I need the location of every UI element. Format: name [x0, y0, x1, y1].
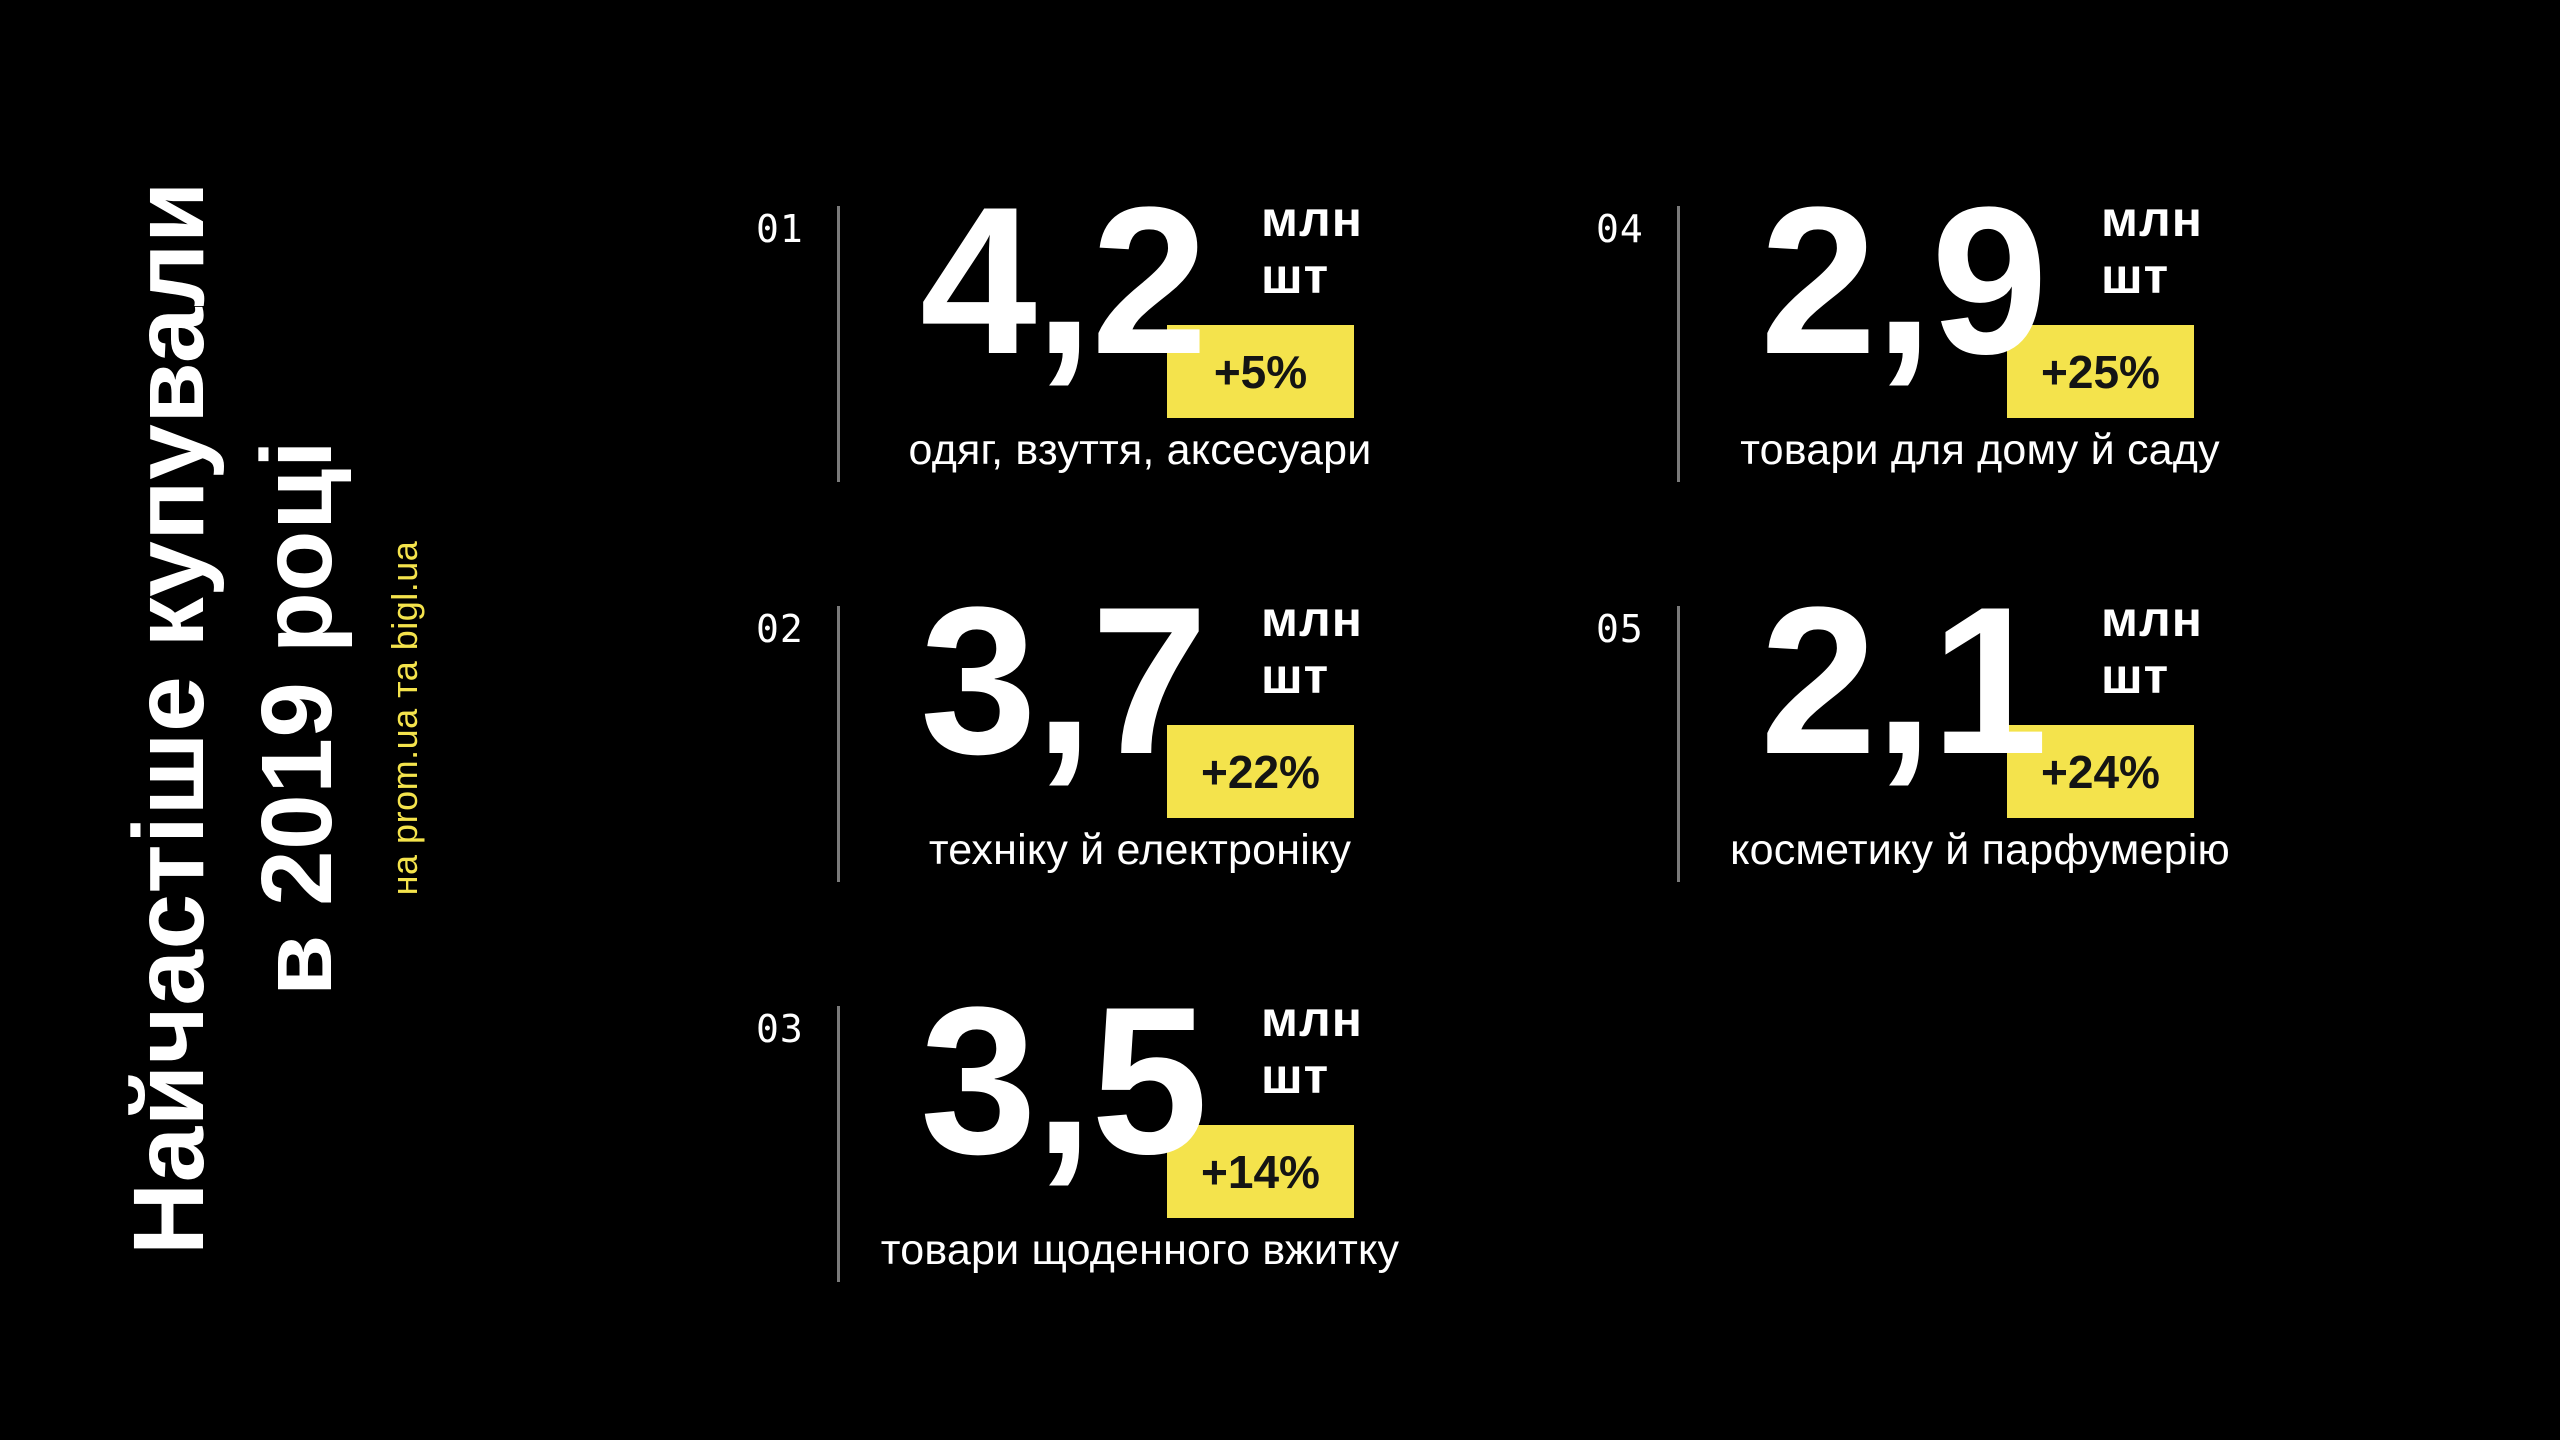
stat-rank: 03 [756, 1007, 804, 1051]
growth-badge: +5% [1167, 325, 1354, 418]
stat-unit-sht: шт [1261, 248, 1330, 304]
growth-value: +24% [2041, 745, 2160, 798]
stat-value: 3,5 [920, 963, 1208, 1198]
growth-badge: +22% [1167, 725, 1354, 818]
growth-value: +5% [1213, 345, 1308, 398]
divider-line [837, 1006, 840, 1282]
stat-block-2: 02 3,7 млн шт +22% техніку й електроніку [740, 576, 1400, 941]
stat-unit-mln: млн [2101, 191, 2203, 247]
stat-unit: млн шт [2101, 591, 2203, 705]
growth-value: +22% [1201, 745, 1320, 798]
stat-unit-sht: шт [2101, 248, 2170, 304]
growth-value: +25% [2041, 345, 2160, 398]
stat-unit-mln: млн [2101, 591, 2203, 647]
stat-unit-sht: шт [1261, 648, 1330, 704]
stat-value: 2,1 [1760, 563, 2048, 798]
page-title-line1: Найчастіше купували [113, 180, 225, 1256]
page-title-line2: в 2019 році [241, 439, 353, 997]
divider-line [837, 606, 840, 882]
growth-value: +14% [1201, 1145, 1320, 1198]
stat-unit-sht: шт [1261, 1048, 1330, 1104]
growth-badge: +25% [2007, 325, 2194, 418]
growth-badge: +14% [1167, 1125, 1354, 1218]
growth-badge: +24% [2007, 725, 2194, 818]
stat-category-label: одяг, взуття, аксесуари [908, 426, 1372, 474]
stat-block-1: 01 4,2 млн шт +5% одяг, взуття, аксесуар… [740, 176, 1400, 541]
stat-unit-mln: млн [1261, 191, 1363, 247]
divider-line [1677, 606, 1680, 882]
stat-unit: млн шт [1261, 991, 1363, 1105]
stat-category-label: косметику й парфумерію [1730, 826, 2230, 874]
stat-rank: 01 [756, 207, 804, 251]
stat-category-label: товари щоденного вжитку [880, 1226, 1400, 1274]
page-subtitle: на prom.ua та bigl.ua [384, 540, 425, 896]
page-title-rotated: Найчастіше купували в 2019 році на prom.u… [105, 168, 425, 1268]
stat-value: 3,7 [920, 563, 1208, 798]
stat-unit: млн шт [1261, 591, 1363, 705]
stat-unit-mln: млн [1261, 591, 1363, 647]
stat-value: 4,2 [920, 163, 1208, 398]
stat-rank: 02 [756, 607, 804, 651]
divider-line [837, 206, 840, 482]
stat-value: 2,9 [1760, 163, 2048, 398]
stat-unit: млн шт [1261, 191, 1363, 305]
stat-category-label: техніку й електроніку [928, 826, 1352, 874]
stat-block-4: 04 2,9 млн шт +25% товари для дому й сад… [1580, 176, 2240, 541]
stat-block-5: 05 2,1 млн шт +24% косметику й парфумері… [1580, 576, 2240, 941]
stat-category-label: товари для дому й саду [1740, 426, 2220, 474]
stat-rank: 04 [1596, 207, 1644, 251]
stat-unit-mln: млн [1261, 991, 1363, 1047]
page-title: Найчастіше купували в 2019 році [105, 168, 361, 1268]
stat-unit: млн шт [2101, 191, 2203, 305]
stat-unit-sht: шт [2101, 648, 2170, 704]
stat-rank: 05 [1596, 607, 1644, 651]
divider-line [1677, 206, 1680, 482]
stat-block-3: 03 3,5 млн шт +14% товари щоденного вжит… [740, 976, 1400, 1341]
